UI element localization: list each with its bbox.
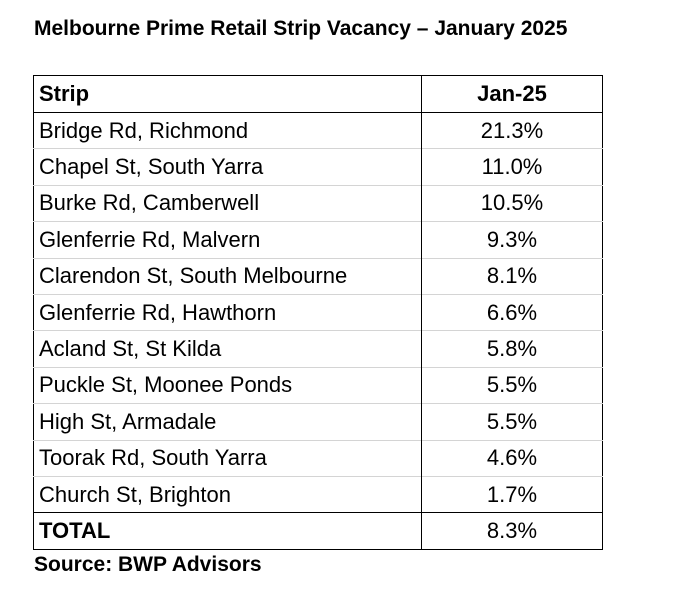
vacancy-table: Strip Jan-25 Bridge Rd, Richmond 21.3% Cha… [33,75,603,550]
table-row: Clarendon St, South Melbourne 8.1% [33,257,603,295]
vacancy-cell: 10.5% [421,184,603,222]
vacancy-cell: 1.7% [421,475,603,513]
strip-cell: Church St, Brighton [33,475,422,513]
vacancy-cell: 21.3% [421,111,603,149]
table-row: Chapel St, South Yarra 11.0% [33,148,603,186]
strip-cell: Glenferrie Rd, Hawthorn [33,293,422,331]
strip-cell: Bridge Rd, Richmond [33,111,422,149]
vacancy-cell: 6.6% [421,293,603,331]
source: Source: BWP Advisors [34,553,262,576]
vacancy-cell: 5.8% [421,330,603,368]
header-row: Strip Jan-25 [33,75,603,113]
table-body: Bridge Rd, Richmond 21.3% Chapel St, South… [33,111,603,550]
table-row: Church St, Brighton 1.7% [33,475,603,513]
vacancy-cell: 5.5% [421,366,603,404]
table-row: High St, Armadale 5.5% [33,403,603,441]
total-row: TOTAL 8.3% [33,512,603,550]
vacancy-cell: 8.1% [421,257,603,295]
strip-cell: High St, Armadale [33,403,422,441]
strip-cell: Chapel St, South Yarra [33,148,422,186]
table-row: Glenferrie Rd, Malvern 9.3% [33,221,603,259]
strip-cell: Burke Rd, Camberwell [33,184,422,222]
title: Melbourne Prime Retail Strip Vacancy – J… [34,17,568,40]
strip-cell: Glenferrie Rd, Malvern [33,221,422,259]
vacancy-cell: 8.3% [421,512,603,550]
vacancy-cell: 5.5% [421,403,603,441]
vacancy-cell: 11.0% [421,148,603,186]
header-cell: Jan-25 [421,75,603,113]
strip-cell: Puckle St, Moonee Ponds [33,366,422,404]
table-row: Acland St, St Kilda 5.8% [33,330,603,368]
table-row: Puckle St, Moonee Ponds 5.5% [33,366,603,404]
strip-cell: Acland St, St Kilda [33,330,422,368]
table-row: Bridge Rd, Richmond 21.3% [33,111,603,149]
strip-cell: TOTAL [33,512,422,550]
table-row: Burke Rd, Camberwell 10.5% [33,184,603,222]
header-cell: Strip [33,75,422,113]
strip-cell: Toorak Rd, South Yarra [33,439,422,477]
vacancy-cell: 4.6% [421,439,603,477]
table-row: Glenferrie Rd, Hawthorn 6.6% [33,293,603,331]
strip-cell: Clarendon St, South Melbourne [33,257,422,295]
vacancy-cell: 9.3% [421,221,603,259]
table-row: Toorak Rd, South Yarra 4.6% [33,439,603,477]
